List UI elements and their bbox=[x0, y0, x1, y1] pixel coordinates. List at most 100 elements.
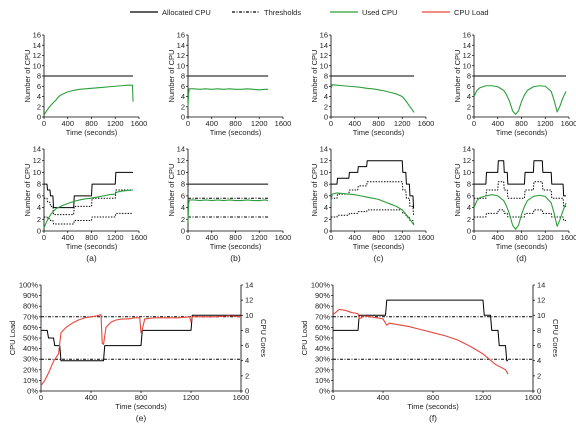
series-allocated-cpu-line bbox=[331, 160, 415, 209]
y-tick-label: 12 bbox=[177, 51, 185, 60]
x-tick-label: 800 bbox=[515, 233, 528, 242]
x-tick-label: 0 bbox=[186, 119, 190, 128]
y-tick-label: 10 bbox=[320, 61, 328, 70]
x-tick-label: 400 bbox=[205, 233, 218, 242]
x-axis-label: Time (seconds) bbox=[66, 128, 118, 137]
x-tick-label: 0 bbox=[329, 233, 333, 242]
y-tick-label: 6 bbox=[324, 191, 328, 200]
x-tick-label: 1200 bbox=[107, 119, 124, 128]
x-axis-label: Time (seconds) bbox=[353, 242, 405, 251]
y-axis-label: CPU Load bbox=[8, 321, 17, 356]
x-tick-label: 0 bbox=[472, 119, 476, 128]
y-tick-label: 80% bbox=[23, 302, 38, 311]
x-tick-label: 1600 bbox=[131, 119, 148, 128]
panel-caption: (c) bbox=[374, 253, 384, 263]
chart-panel: 0 400 800 1200 16000%10%20%30%40%50%60%70%80… bbox=[300, 281, 560, 424]
x-axis-label: Time (seconds) bbox=[496, 242, 548, 251]
y-tick-label: 30% bbox=[315, 355, 330, 364]
y2-tick-label: 14 bbox=[537, 281, 545, 290]
panel-caption: (a) bbox=[86, 253, 97, 263]
y-tick-label: 0 bbox=[467, 227, 471, 236]
x-tick-label: 1600 bbox=[418, 119, 435, 128]
series-used-cpu-line bbox=[43, 189, 134, 229]
y-tick-label: 4 bbox=[324, 92, 328, 101]
y-tick-label: 70% bbox=[23, 312, 38, 321]
legend-label: Thresholds bbox=[264, 8, 301, 17]
y-tick-label: 16 bbox=[463, 31, 471, 40]
y-tick-label: 10 bbox=[463, 61, 471, 70]
series-used-cpu-line bbox=[330, 84, 415, 113]
y-tick-label: 2 bbox=[467, 102, 471, 111]
y-tick-label: 2 bbox=[467, 215, 471, 224]
y-axis-label: Number of CPU bbox=[310, 164, 319, 217]
y-tick-label: 12 bbox=[320, 51, 328, 60]
x-tick-label: 1600 bbox=[561, 233, 576, 242]
y-tick-label: 6 bbox=[37, 191, 41, 200]
series-used-cpu-line bbox=[187, 199, 269, 223]
x-tick-label: 800 bbox=[85, 119, 98, 128]
x-tick-label: 1200 bbox=[537, 119, 554, 128]
series-allocated-cpu-line bbox=[333, 299, 508, 362]
y2-tick-label: 12 bbox=[537, 296, 545, 305]
y-tick-label: 30% bbox=[23, 355, 38, 364]
x-tick-label: 800 bbox=[229, 233, 242, 242]
y-tick-label: 12 bbox=[33, 156, 41, 165]
series-thresholds-line bbox=[474, 209, 567, 221]
x-axis-label: Time (seconds) bbox=[407, 402, 459, 411]
x-tick-label: 1600 bbox=[275, 233, 292, 242]
x-tick-label: 800 bbox=[372, 119, 385, 128]
y-tick-label: 0 bbox=[324, 113, 328, 122]
y-tick-label: 8 bbox=[181, 180, 185, 189]
y-tick-label: 40% bbox=[315, 344, 330, 353]
y-tick-label: 40% bbox=[23, 344, 38, 353]
y-tick-label: 8 bbox=[324, 180, 328, 189]
x-tick-label: 1200 bbox=[394, 233, 411, 242]
series-thresholds-line bbox=[44, 189, 134, 216]
y-tick-label: 10 bbox=[177, 61, 185, 70]
y-tick-label: 14 bbox=[177, 41, 185, 50]
y-axis-label: Number of CPU bbox=[167, 164, 176, 217]
y2-tick-label: 10 bbox=[245, 311, 253, 320]
x-axis-label: Time (seconds) bbox=[353, 128, 405, 137]
y-tick-label: 8 bbox=[324, 72, 328, 81]
y-tick-label: 6 bbox=[37, 82, 41, 91]
y2-tick-label: 10 bbox=[537, 311, 545, 320]
x-tick-label: 0 bbox=[331, 393, 335, 402]
y-tick-label: 6 bbox=[181, 191, 185, 200]
x-tick-label: 400 bbox=[491, 119, 504, 128]
x-tick-label: 800 bbox=[229, 119, 242, 128]
y-axis-label: Number of CPU bbox=[23, 164, 32, 217]
x-tick-label: 400 bbox=[348, 233, 361, 242]
x-tick-label: 1600 bbox=[418, 233, 435, 242]
y-tick-label: 8 bbox=[181, 72, 185, 81]
series-allocated-cpu-line bbox=[474, 160, 567, 197]
y-axis-label: Number of CPU bbox=[453, 50, 462, 103]
y-tick-label: 8 bbox=[467, 72, 471, 81]
x-tick-label: 0 bbox=[472, 233, 476, 242]
series-allocated-cpu-line bbox=[41, 314, 241, 362]
y-axis-label: Number of CPU bbox=[23, 50, 32, 103]
y-tick-label: 0% bbox=[319, 387, 330, 396]
x-tick-label: 1200 bbox=[251, 119, 268, 128]
panel-caption: (d) bbox=[516, 253, 527, 263]
y-tick-label: 0 bbox=[181, 113, 185, 122]
x-tick-label: 1600 bbox=[233, 393, 250, 402]
y-tick-label: 70% bbox=[315, 312, 330, 321]
y-tick-label: 6 bbox=[467, 82, 471, 91]
x-tick-label: 1600 bbox=[131, 233, 148, 242]
y-tick-label: 4 bbox=[181, 203, 185, 212]
y-tick-label: 60% bbox=[23, 323, 38, 332]
series-thresholds-line bbox=[331, 181, 415, 216]
series-used-cpu-line bbox=[473, 85, 567, 115]
y-tick-label: 14 bbox=[33, 41, 41, 50]
y-tick-label: 12 bbox=[33, 51, 41, 60]
series-used-cpu-line bbox=[43, 84, 134, 116]
y-tick-label: 0 bbox=[467, 113, 471, 122]
y2-tick-label: 8 bbox=[537, 326, 541, 335]
